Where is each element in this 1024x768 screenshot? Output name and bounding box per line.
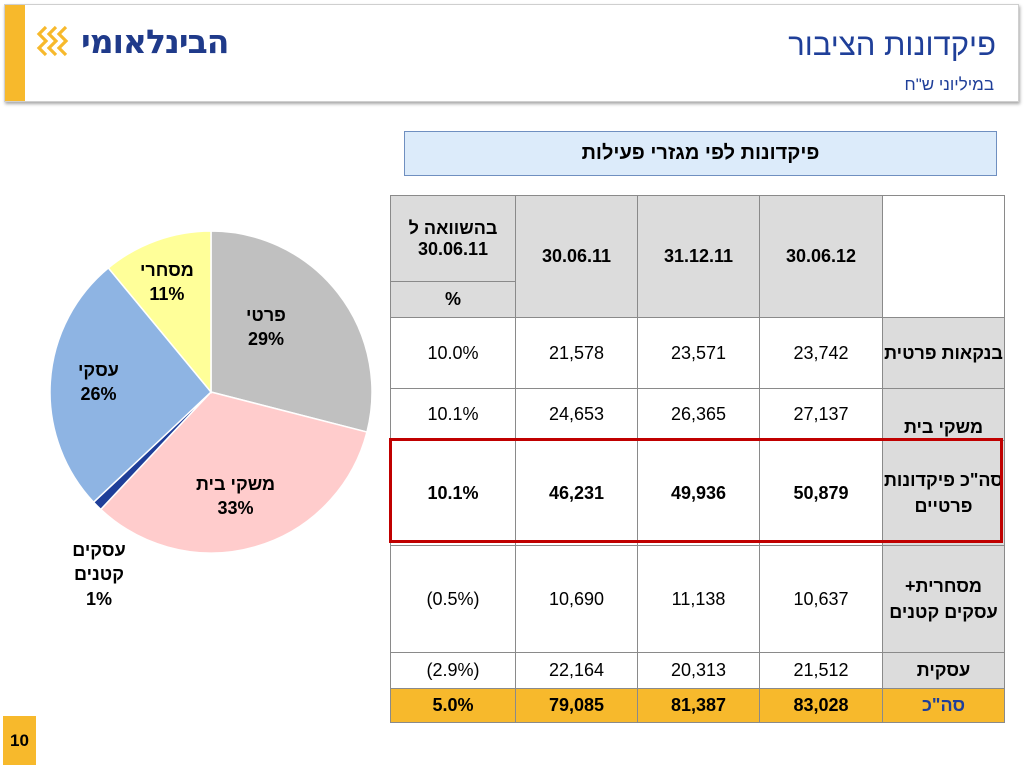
cell-change: 10.1% — [390, 440, 516, 546]
page-number: 10 — [3, 716, 36, 765]
cell-col-3: 10,690 — [515, 545, 638, 653]
logo-text: הבינלאומי — [81, 21, 229, 61]
logo-chevrons-icon — [36, 25, 69, 57]
table-row-total: 5.0% 79,085 81,387 83,028 סה"כ — [390, 688, 1005, 723]
pie-label-commercial-value: 11% — [149, 284, 185, 305]
header-col-3: 30.06.11 — [515, 195, 638, 318]
cell-col-1: 50,879 — [759, 440, 883, 546]
pie-label-business-name: עסקי — [78, 360, 119, 380]
cell-col-3: 24,653 — [515, 388, 638, 441]
table-row: (2.9%) 22,164 20,313 21,512 עסקית — [390, 652, 1005, 689]
page-subtitle: במיליוני ש"ח — [904, 75, 995, 94]
pie-label-households: משקי בית 33% — [196, 472, 275, 521]
pie-slice-commercial — [107, 230, 212, 395]
cell-change: 5.0% — [390, 688, 516, 723]
pie-label-business: עסקי 26% — [78, 358, 119, 407]
cell-col-2: 26,365 — [637, 388, 760, 441]
cell-change: (0.5%) — [390, 545, 516, 653]
bank-logo: הבינלאומי — [35, 21, 229, 61]
row-label: בנקאות פרטית — [882, 317, 1005, 389]
pie-label-commercial-name: מסחרי — [140, 260, 194, 280]
cell-col-1: 21,512 — [759, 652, 883, 689]
cell-col-3: 22,164 — [515, 652, 638, 689]
cell-change: 10.0% — [390, 317, 516, 389]
pie-label-business-value: 26% — [80, 384, 117, 405]
cell-col-3: 46,231 — [515, 440, 638, 546]
pie-label-private-value: 29% — [247, 329, 284, 350]
pie-label-small-business-name: עסקים קטנים — [72, 540, 126, 585]
pie-label-small-business: עסקים קטנים 1% — [64, 538, 134, 611]
table-row-highlighted: 10.1% 46,231 49,936 50,879 סה"כ פיקדונות… — [390, 440, 1005, 546]
header-accent-bar — [5, 5, 25, 101]
header-compare: בהשוואה ל 30.06.11 — [390, 195, 516, 282]
header-box: הבינלאומי פיקדונות הציבור במיליוני ש"ח — [4, 4, 1019, 102]
pie-slice-households — [99, 391, 368, 554]
row-label: סה"כ פיקדונות פרטיים — [882, 440, 1005, 546]
section-title: פיקדונות לפי מגזרי פעילות — [404, 131, 997, 176]
deposits-table: בהשוואה ל 30.06.11 30.06.11 31.12.11 30.… — [390, 195, 1005, 723]
cell-col-1: 83,028 — [759, 688, 883, 723]
header-compare-unit: % — [390, 281, 516, 318]
pie-label-households-name: משקי בית — [196, 474, 276, 494]
cell-col-2: 23,571 — [637, 317, 760, 389]
header-corner — [882, 195, 1005, 318]
page-title: פיקדונות הציבור — [788, 27, 996, 62]
cell-col-1: 10,637 — [759, 545, 883, 653]
table-header-row: בהשוואה ל 30.06.11 30.06.11 31.12.11 30.… — [390, 195, 1005, 318]
table-header-unit-row: % — [390, 281, 1005, 318]
cell-col-1: 27,137 — [759, 388, 883, 441]
table-row: 10.1% 24,653 26,365 27,137 משקי בית — [390, 388, 1005, 441]
row-label: מסחרית+ עסקים קטנים — [882, 545, 1005, 653]
pie-label-small-business-value: 1% — [85, 588, 112, 609]
row-label: משקי בית — [882, 388, 1005, 441]
row-label: סה"כ — [882, 688, 1005, 723]
cell-col-2: 20,313 — [637, 652, 760, 689]
row-label: עסקית — [882, 652, 1005, 689]
cell-col-3: 79,085 — [515, 688, 638, 723]
cell-col-1: 23,742 — [759, 317, 883, 389]
pie-label-private-name: פרטי — [246, 305, 286, 325]
pie-label-private: פרטי 29% — [246, 303, 286, 352]
cell-change: (2.9%) — [390, 652, 516, 689]
cell-col-2: 11,138 — [637, 545, 760, 653]
table-row: 10.0% 21,578 23,571 23,742 בנקאות פרטית — [390, 317, 1005, 389]
pie-chart — [49, 230, 373, 554]
header-col-1: 30.06.12 — [759, 195, 883, 318]
header-col-2: 31.12.11 — [637, 195, 760, 318]
pie-label-commercial: מסחרי 11% — [140, 258, 194, 307]
pie-slice-business — [49, 266, 213, 504]
cell-col-3: 21,578 — [515, 317, 638, 389]
cell-col-2: 81,387 — [637, 688, 760, 723]
pie-label-households-value: 33% — [217, 498, 254, 519]
pie-slice-private — [210, 230, 373, 433]
table-row: (0.5%) 10,690 11,138 10,637 מסחרית+ עסקי… — [390, 545, 1005, 653]
cell-change: 10.1% — [390, 388, 516, 441]
cell-col-2: 49,936 — [637, 440, 760, 546]
